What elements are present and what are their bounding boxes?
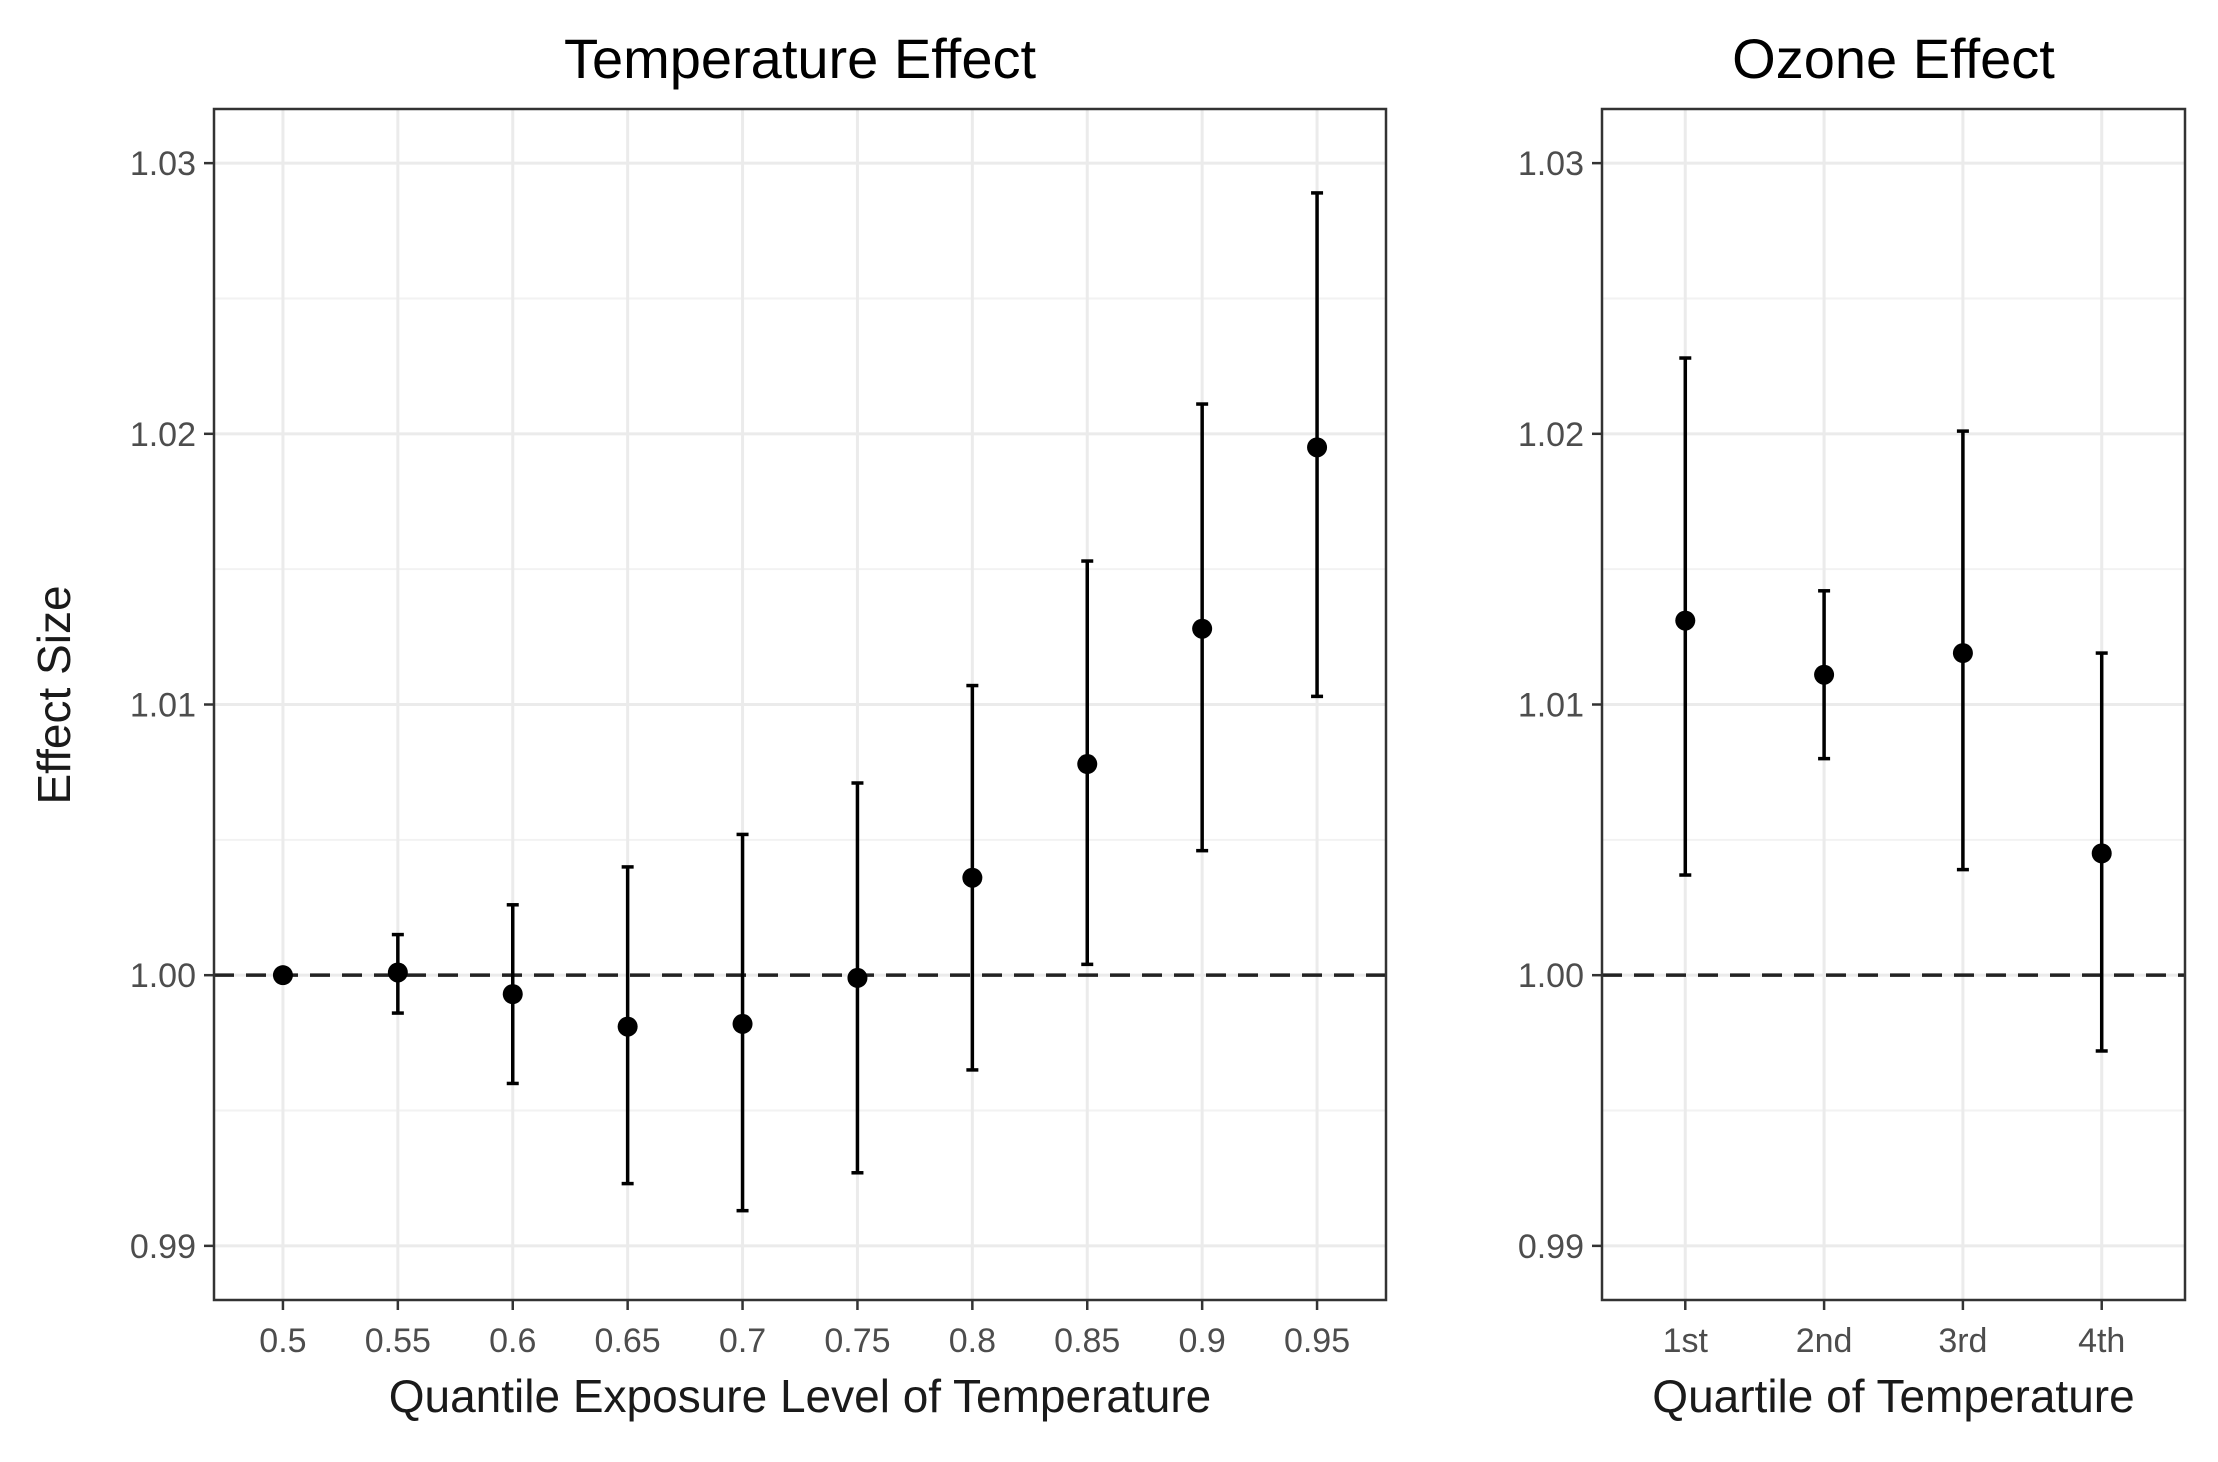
y-tick-label: 1.01 (1518, 687, 1584, 725)
temperature-panel-title: Temperature Effect (564, 27, 1037, 90)
y-tick-label: 1.00 (1518, 957, 1584, 995)
x-tick-label: 3rd (1938, 1322, 1987, 1360)
x-tick-label: 4th (2078, 1322, 2125, 1360)
x-tick-label: 0.7 (719, 1322, 766, 1360)
x-tick-label: 0.95 (1284, 1322, 1350, 1360)
x-tick-label: 0.9 (1179, 1322, 1226, 1360)
data-point (272, 965, 293, 986)
panel-border (1600, 107, 2187, 1302)
data-point (387, 962, 408, 983)
temperature-effect-panel: 0.99 1.00 1.01 1.02 1.03 0.5 0.55 0.6 0.65 0.7 0.7… (130, 27, 1388, 1422)
temperature-x-axis-title: Quantile Exposure Level of Temperature (389, 1370, 1212, 1422)
x-tick-label: 0.85 (1054, 1322, 1120, 1360)
ozone-effect-panel: 0.99 1.00 1.01 1.02 1.03 1st 2nd 3rd 4th Ozone Ef… (1518, 27, 2187, 1422)
x-tick-label: 2nd (1796, 1322, 1853, 1360)
data-point (1675, 610, 1696, 631)
y-tick-label: 0.99 (130, 1228, 196, 1266)
y-tick-label: 1.02 (130, 416, 196, 454)
data-point (1192, 618, 1213, 639)
x-tick-label: 0.65 (595, 1322, 661, 1360)
ozone-panel-title: Ozone Effect (1732, 27, 2055, 90)
data-point (1952, 643, 1973, 664)
y-tick-label: 1.01 (130, 687, 196, 725)
y-tick-label: 1.02 (1518, 416, 1584, 454)
x-tick-label: 1st (1663, 1322, 1709, 1360)
data-point (502, 984, 523, 1005)
panel-border (212, 107, 1388, 1302)
y-tick-label: 1.03 (130, 145, 196, 183)
x-tick-label: 0.55 (365, 1322, 431, 1360)
x-tick-label: 0.8 (949, 1322, 996, 1360)
data-point (2091, 843, 2112, 864)
data-point (1077, 754, 1098, 775)
y-tick-label: 0.99 (1518, 1228, 1584, 1266)
y-tick-label: 1.00 (130, 957, 196, 995)
x-tick-label: 0.6 (489, 1322, 536, 1360)
data-point (962, 867, 983, 888)
x-tick-label: 0.5 (259, 1322, 306, 1360)
x-tick-label: 0.75 (824, 1322, 890, 1360)
data-point (732, 1013, 753, 1034)
data-point (617, 1016, 638, 1037)
y-tick-label: 1.03 (1518, 145, 1584, 183)
y-axis-title: Effect Size (28, 585, 80, 804)
ozone-x-axis-title: Quartile of Temperature (1652, 1370, 2134, 1422)
data-point (1307, 437, 1328, 458)
data-point (1814, 664, 1835, 685)
data-point (847, 967, 868, 988)
